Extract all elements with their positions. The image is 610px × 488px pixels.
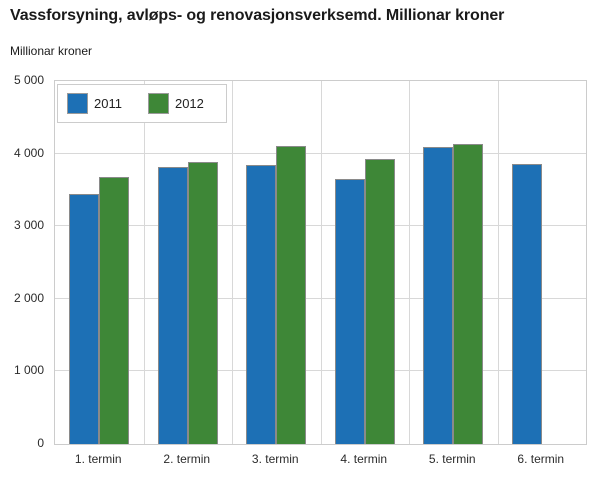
x-axis-tick-label: 1. termin [74,452,122,466]
bar-2012-2-termin[interactable] [187,161,218,444]
legend-swatch-2012-icon [147,93,169,114]
x-axis-tick-label: 6. termin [517,452,565,466]
legend-swatch-2011-icon [67,93,88,114]
x-gridline [143,81,145,444]
bar-2012-3-termin[interactable] [276,145,307,444]
x-axis-tick-label: 2. termin [163,452,211,466]
bar-2011-5-termin[interactable] [423,147,454,444]
x-gridline [409,81,410,444]
x-gridline [497,81,499,444]
chart-subtitle: Millionar kroner [10,44,93,58]
x-gridline [320,81,322,444]
legend: 2011 2012 [57,84,227,123]
y-axis-tick-label: 1 000 [13,363,44,378]
y-axis-tick-label: 2 000 [13,290,44,305]
x-axis-tick-label: 4. termin [340,452,388,466]
bar-2012-4-termin[interactable] [364,159,395,444]
x-gridline [232,81,233,444]
bar-2012-1-termin[interactable] [99,176,130,444]
y-axis-tick-label: 0 [37,436,44,450]
y-axis-tick-label: 3 000 [13,218,44,233]
bar-2011-3-termin[interactable] [246,164,277,444]
legend-label-2012: 2012 [174,96,204,111]
bar-2011-4-termin[interactable] [334,179,365,444]
plot-area: 2011 2012 [54,80,587,445]
y-axis-tick-label: 5 000 [13,73,44,87]
bar-2011-6-termin[interactable] [511,163,542,444]
legend-item-2012[interactable]: 2012 [147,93,204,114]
bar-2011-2-termin[interactable] [157,167,188,444]
chart-title: Vassforsyning, avløps- og renovasjonsver… [10,7,505,24]
x-axis-tick-label: 3. termin [251,452,299,466]
x-axis-tick-label: 5. termin [428,452,476,466]
y-axis-tick-label: 4 000 [13,145,44,160]
legend-item-2011[interactable]: 2011 [67,93,122,114]
legend-label-2011: 2011 [94,96,122,111]
bar-2012-5-termin[interactable] [453,144,484,444]
bar-2011-1-termin[interactable] [69,194,100,444]
